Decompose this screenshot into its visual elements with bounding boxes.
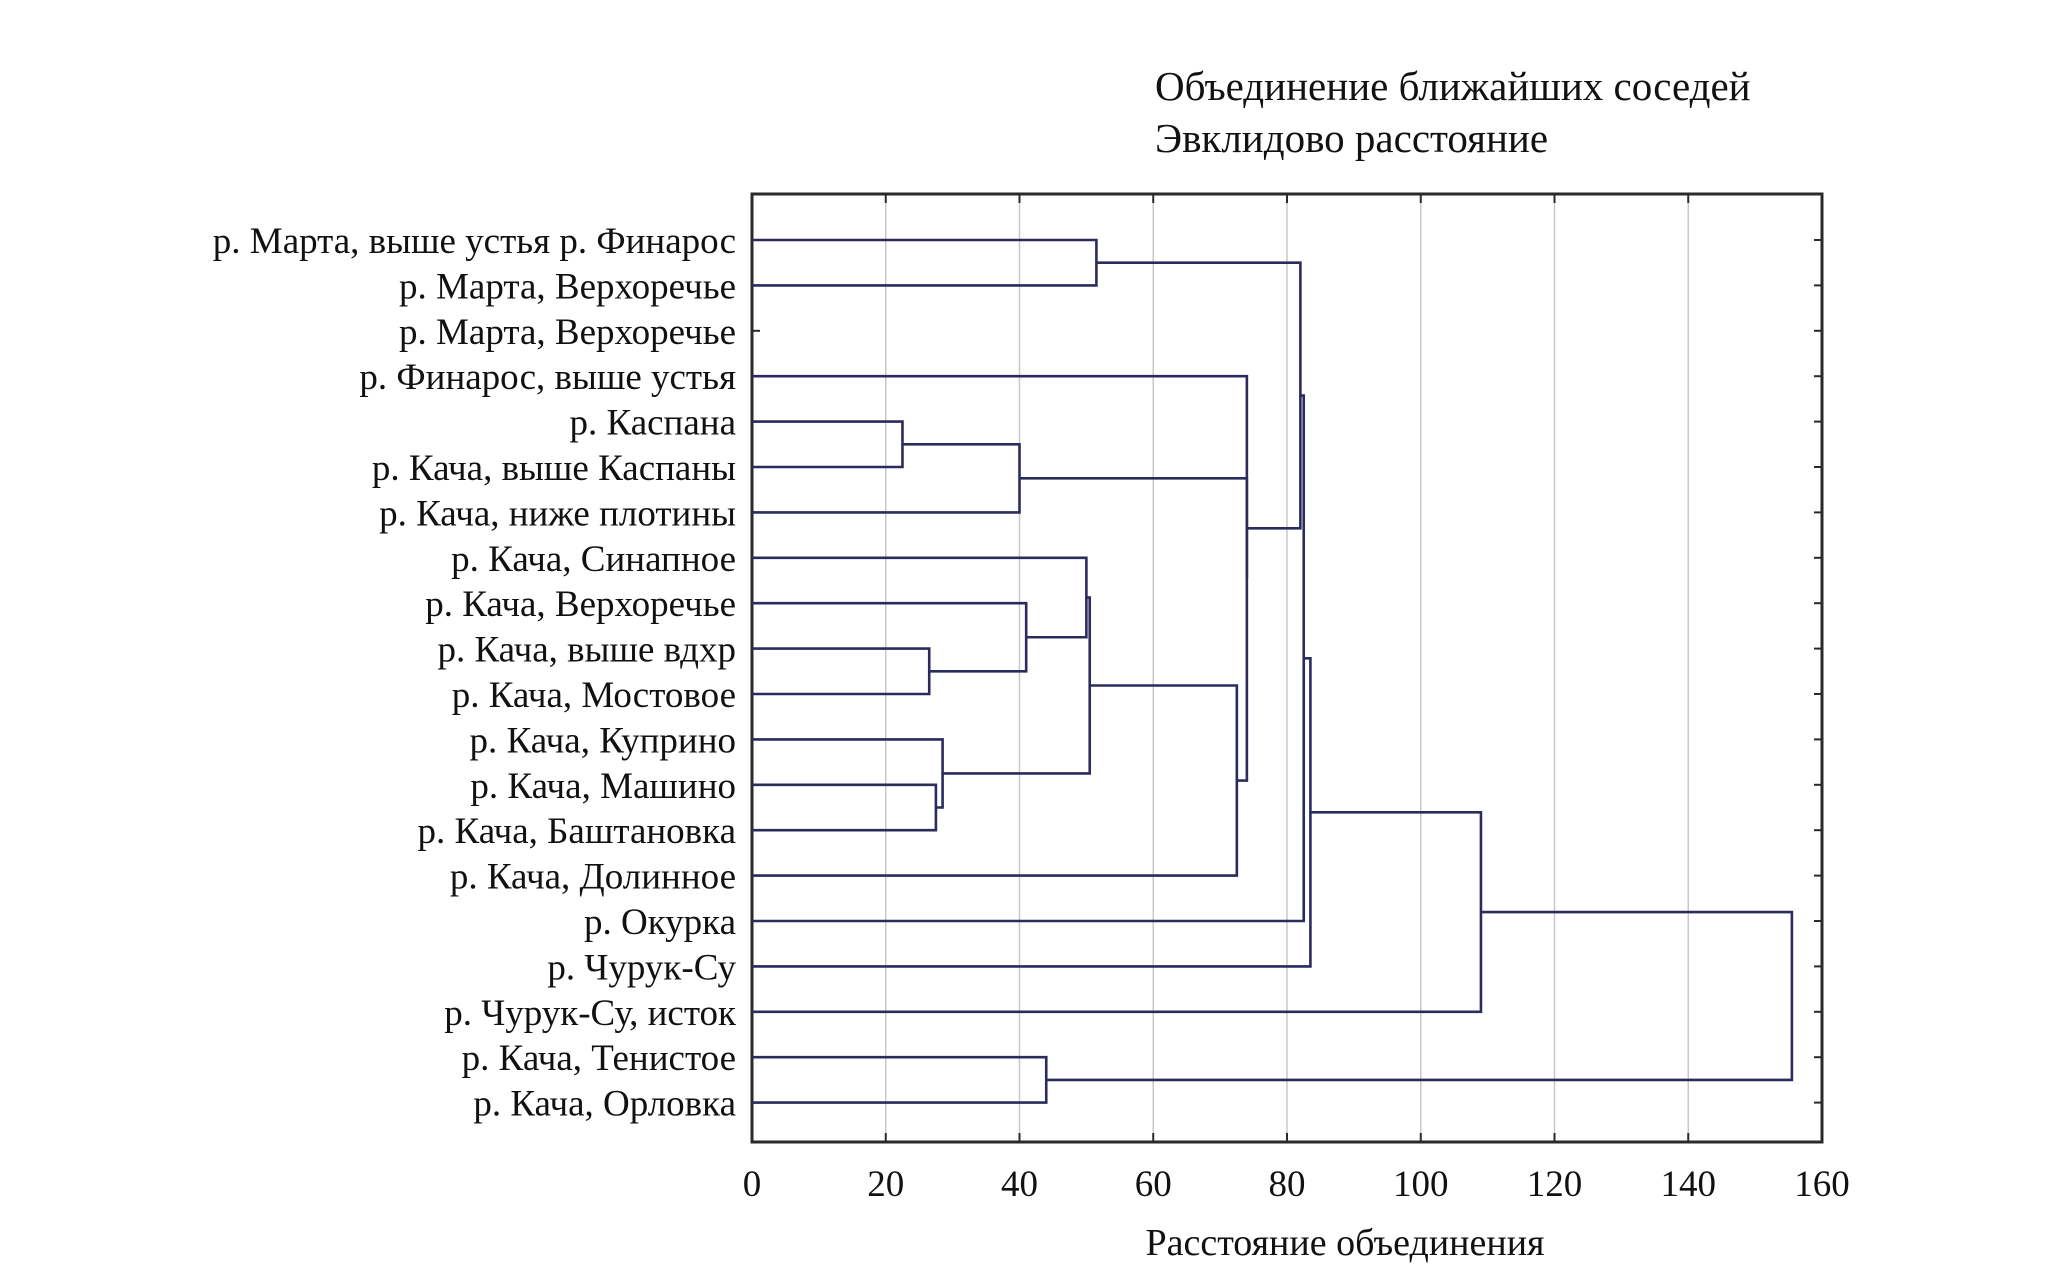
dendrogram-link [752,783,938,832]
leaf-label: р. Чурук-Су [547,947,736,988]
x-tick-label: 60 [1135,1164,1172,1205]
x-tick-label: 100 [1393,1164,1449,1205]
x-tick-labels: 0 20 40 60 80 100 120 140 160 [743,1164,1850,1205]
dendrogram-link [752,811,1483,1014]
dendrogram-link [1019,477,1249,579]
chart-title: Объединение ближайших соседей [1155,63,1751,109]
dendrogram-link [752,238,1098,287]
leaf-label: р. Чурук-Су, исток [444,993,737,1034]
x-tick-label: 80 [1269,1164,1306,1205]
chart-subtitle: Эвклидово расстояние [1155,115,1548,161]
x-tick-label: 120 [1527,1164,1583,1205]
dendrogram-link [752,394,1306,923]
leaf-label: р. Каспана [570,403,736,444]
leaf-label: р. Кача, Верхоречье [425,584,736,625]
leaf-label: р. Окурка [584,902,736,943]
dendrogram-link [752,601,1028,673]
dendrogram-link [752,738,944,809]
dendrogram-link [752,1055,1048,1104]
dendrogram-link [752,420,904,469]
chart-title-block: Объединение ближайших соседей Эвклидово … [1155,63,1751,161]
x-tick-label: 0 [743,1164,762,1205]
leaf-label: р. Марта, Верхоречье [399,312,736,353]
x-axis-title: Расстояние объединения [1145,1222,1544,1264]
x-tick-label: 40 [1001,1164,1038,1205]
dendrogram-link [1096,261,1302,530]
leaf-label: р. Кача, Баштановка [418,811,736,852]
x-tick-label: 20 [867,1164,904,1205]
dendrogram-link [752,374,1249,782]
leaf-label: р. Кача, Орловка [473,1084,736,1125]
leaf-label: р. Кача, Тенистое [462,1038,736,1079]
dendrogram-link [752,647,931,696]
leaf-label: р. Марта, выше устья р. Финарос [213,221,736,262]
dendrogram-link [752,556,1088,639]
dendrogram-link [942,596,1092,775]
leaf-label: р. Кача, выше вдхр [437,630,736,671]
leaf-label: р. Марта, Верхоречье [399,266,736,307]
dendrogram-links [752,238,1794,1104]
leaf-label: р. Кача, Куприно [470,720,736,761]
leaf-label: р. Кача, ниже плотины [379,493,736,534]
grid-layer [885,194,1689,1142]
x-tick-label: 160 [1794,1164,1850,1205]
dendrogram-link [1046,910,1794,1082]
leaf-label: р. Кача, Долинное [450,857,736,898]
leaf-label: р. Кача, Машино [470,766,736,807]
leaf-label: р. Кача, Мостовое [452,675,736,716]
leaf-label: р. Финарос, выше устья [359,357,736,398]
dendrogram-link [752,684,1239,877]
leaf-label: р. Кача, выше Каспаны [372,448,736,489]
leaf-label: р. Кача, Синапное [451,539,736,580]
x-tick-label: 140 [1661,1164,1717,1205]
